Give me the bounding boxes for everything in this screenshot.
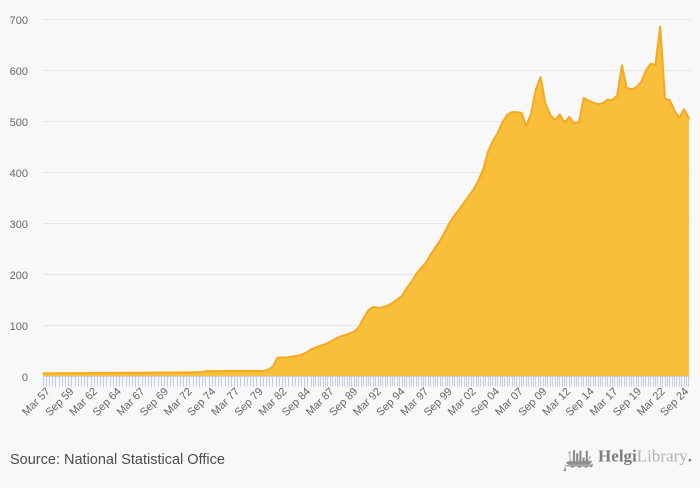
svg-text:600: 600 bbox=[10, 66, 28, 78]
svg-text:300: 300 bbox=[10, 219, 28, 231]
svg-text:700: 700 bbox=[10, 15, 28, 27]
svg-text:HelgiLibrary.: HelgiLibrary. bbox=[598, 447, 692, 466]
svg-text:200: 200 bbox=[10, 270, 28, 282]
svg-text:400: 400 bbox=[10, 168, 28, 180]
svg-text:Source: National Statistical O: Source: National Statistical Office bbox=[10, 452, 225, 468]
svg-text:0: 0 bbox=[22, 372, 28, 384]
svg-text:500: 500 bbox=[10, 117, 28, 129]
svg-text:100: 100 bbox=[10, 321, 28, 333]
